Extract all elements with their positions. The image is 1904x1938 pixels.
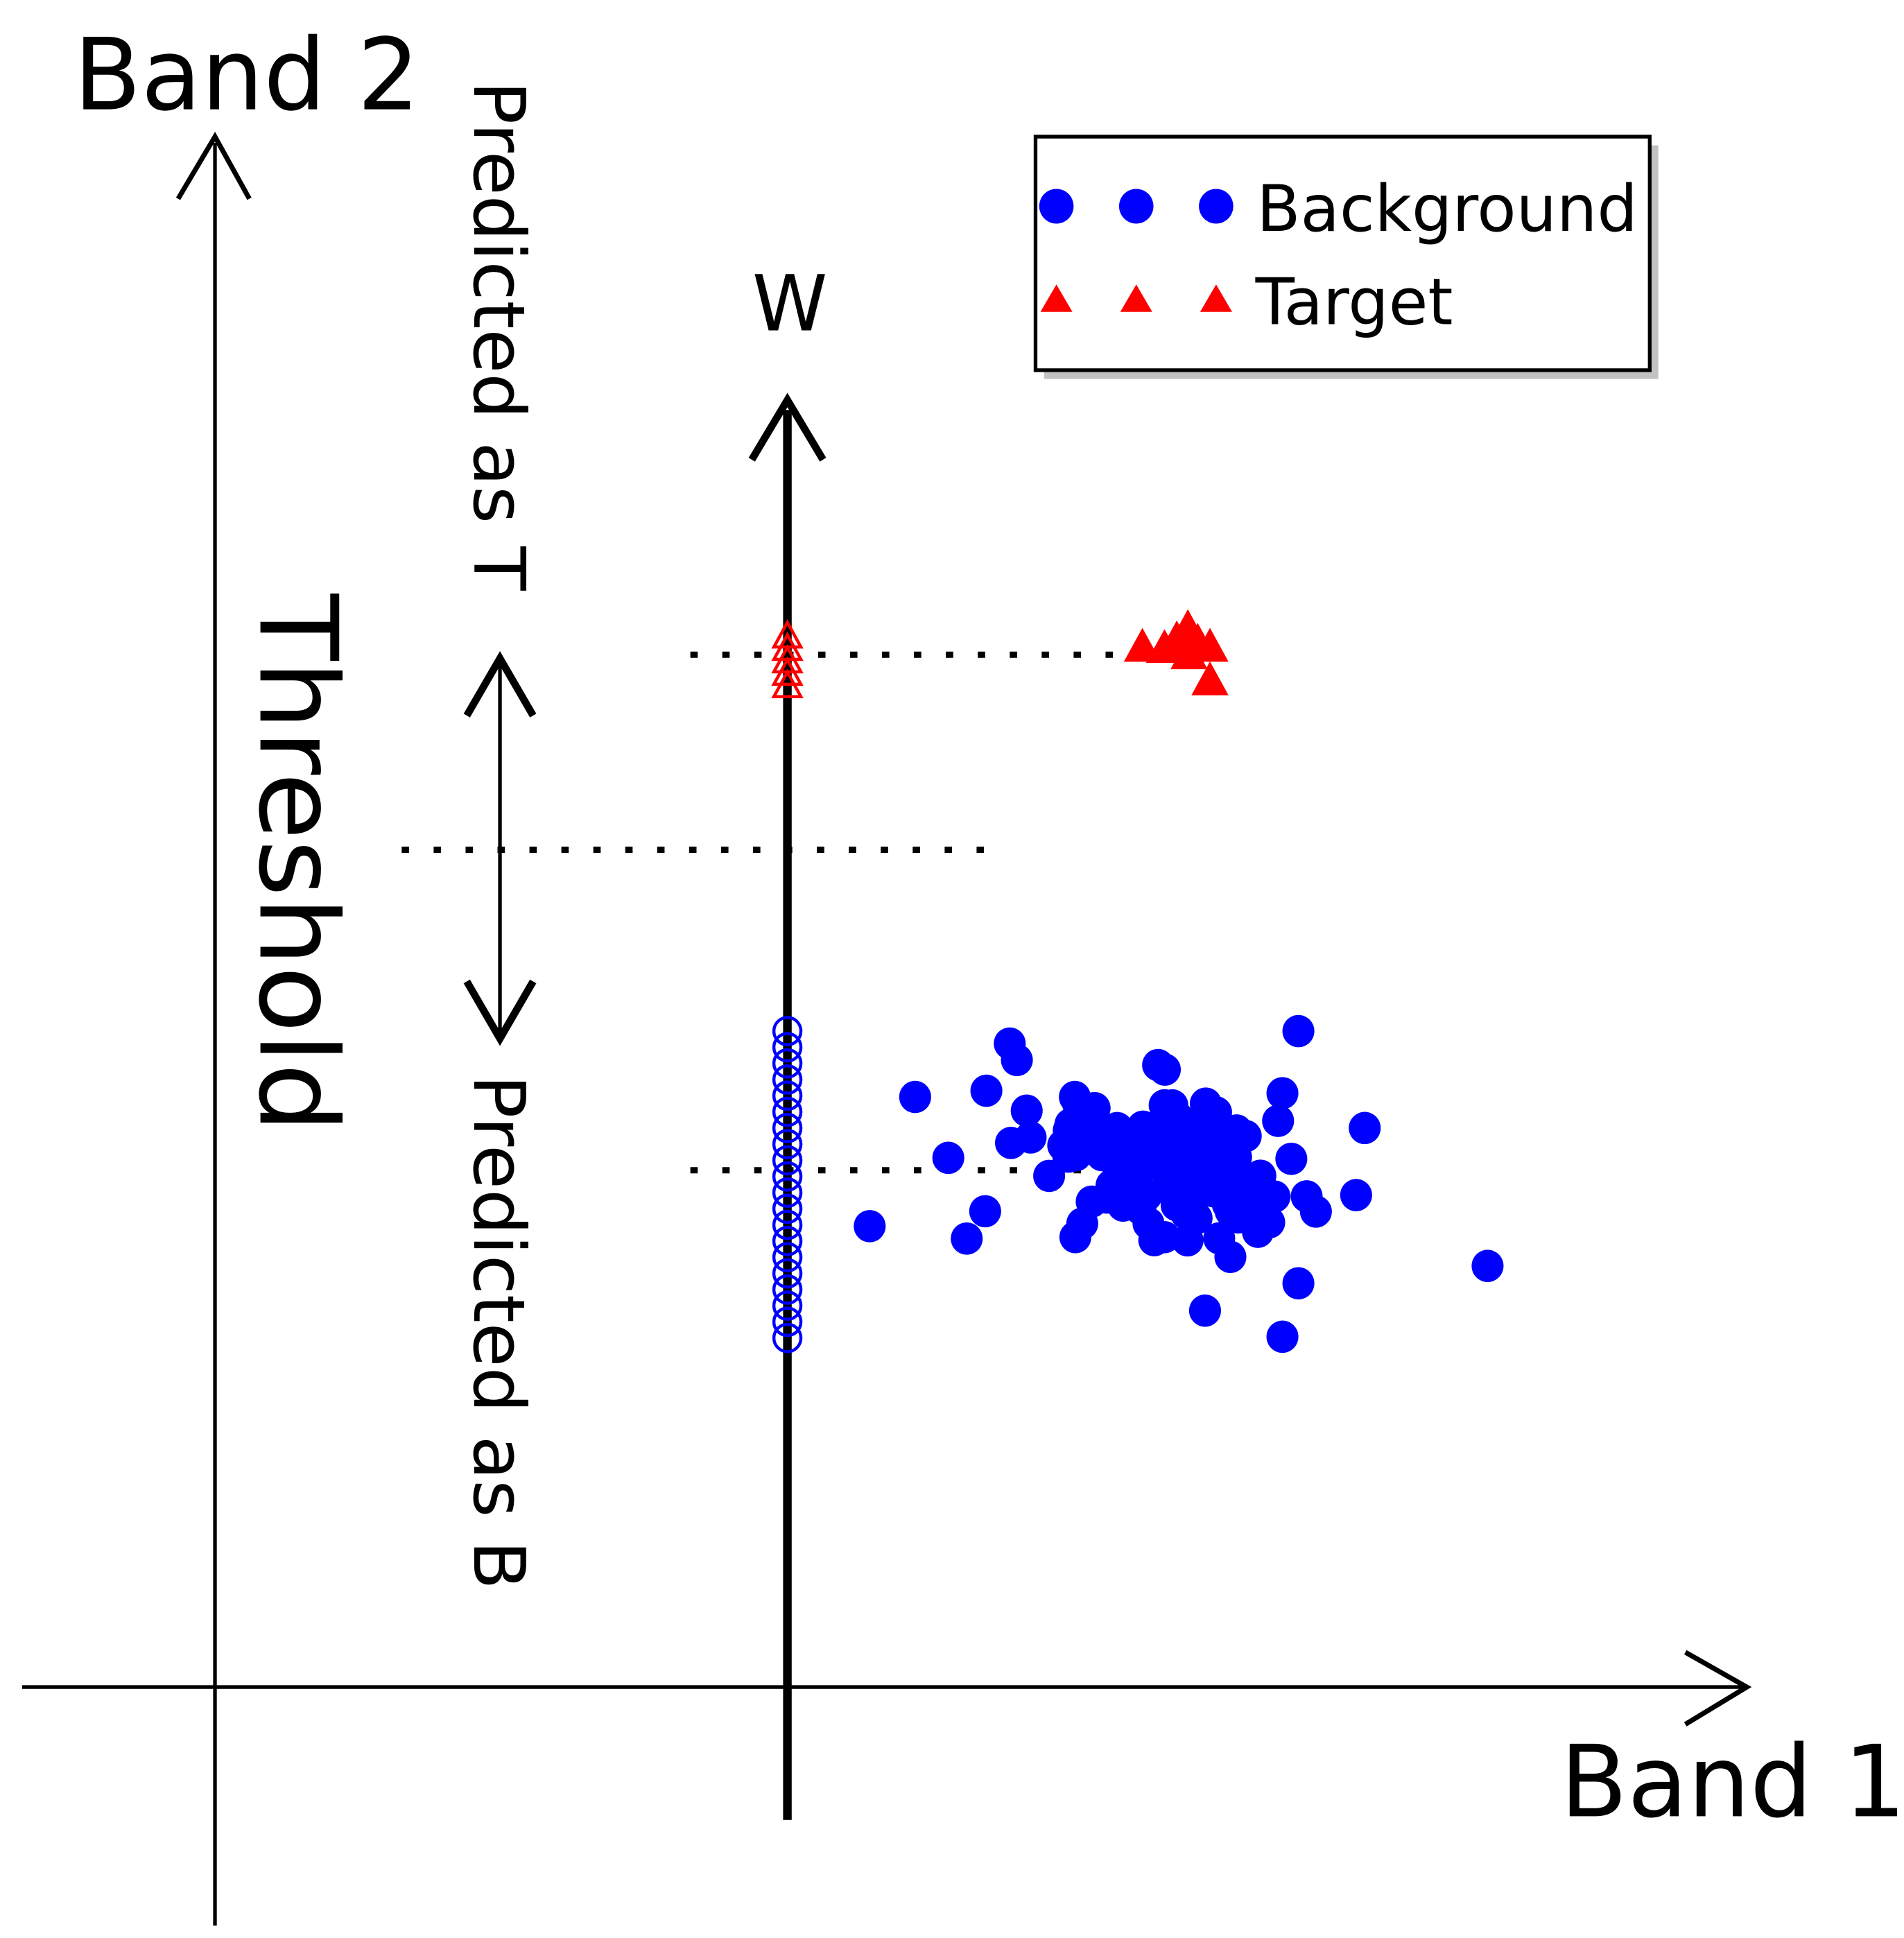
projected-background-point: [772, 1096, 803, 1127]
background-point: [1262, 1105, 1295, 1137]
background-point: [1299, 1195, 1332, 1228]
background-point: [1066, 1207, 1098, 1240]
x-axis-label: Band 1: [1560, 1724, 1904, 1840]
background-point: [1142, 1048, 1175, 1082]
background-point: [1010, 1094, 1043, 1127]
projected-background-point: [772, 1161, 803, 1192]
background-point: [1220, 1128, 1253, 1161]
projected-background-point: [772, 1290, 803, 1321]
background-point: [1116, 1145, 1148, 1178]
background-point: [1282, 1014, 1315, 1048]
predicted-t-label: Predicted as T: [457, 80, 539, 591]
arrowhead-down: [463, 979, 537, 1046]
legend-marker: [1039, 189, 1074, 224]
legend-marker: [1199, 189, 1234, 224]
target-point: [1123, 628, 1161, 662]
projected-background-point: [772, 1048, 803, 1079]
background-point: [1275, 1142, 1308, 1175]
background-point: [1138, 1224, 1170, 1256]
legend-marker: [1120, 284, 1152, 312]
background-point: [1190, 1169, 1222, 1202]
projected-background-point: [772, 1258, 803, 1289]
arrowhead-up: [463, 650, 537, 718]
background-point: [1077, 1109, 1109, 1143]
background-point: [1107, 1189, 1139, 1222]
background-point: [1253, 1206, 1286, 1239]
projected-background-point: [772, 1016, 803, 1047]
legend-label: Target: [1255, 264, 1453, 340]
legend-marker: [1118, 189, 1154, 224]
y-axis-label: Band 2: [73, 17, 419, 133]
background-point: [1340, 1179, 1372, 1211]
projected-background-point: [772, 1080, 803, 1111]
w-arrowhead: [748, 392, 826, 462]
x-arrowhead: [1684, 1650, 1752, 1727]
points: [771, 609, 1504, 1353]
y-arrowhead: [175, 131, 252, 200]
projected-background-point: [772, 1129, 803, 1160]
projected-target-point: [771, 656, 804, 686]
background-point: [1200, 1096, 1232, 1129]
target-point: [1170, 635, 1208, 670]
projected-background-point: [772, 1242, 803, 1273]
projected-background-point: [772, 1032, 803, 1063]
legend-label: Background: [1256, 171, 1637, 247]
projected-background-point: [772, 1209, 803, 1240]
legend-marker: [1200, 284, 1232, 312]
background-point: [1148, 1089, 1181, 1122]
background-point: [1471, 1249, 1504, 1282]
target-point: [1191, 628, 1229, 662]
background-point: [1188, 1294, 1221, 1327]
projected-target-point: [771, 668, 804, 699]
projected-background-point: [772, 1225, 803, 1256]
background-point: [1220, 1191, 1253, 1224]
background-point: [1266, 1320, 1299, 1353]
background-point: [1266, 1077, 1299, 1109]
projected-background-point: [772, 1177, 803, 1208]
background-point: [1086, 1139, 1118, 1172]
background-point: [899, 1080, 931, 1114]
target-point: [1191, 661, 1229, 695]
projected-background-point: [772, 1112, 803, 1143]
background-point: [969, 1195, 1001, 1228]
background-point: [1282, 1267, 1315, 1300]
background-point: [1052, 1140, 1084, 1173]
predicted-b-label: Predicted as B: [457, 1075, 539, 1590]
background-point: [854, 1210, 886, 1243]
background-point: [932, 1141, 964, 1175]
background-point: [1001, 1044, 1033, 1077]
projected-background-point: [772, 1145, 803, 1176]
background-point: [1014, 1121, 1047, 1154]
background-point: [1167, 1145, 1200, 1179]
projected-background-point: [772, 1064, 803, 1095]
background-point: [1349, 1111, 1381, 1145]
legend-box: [1033, 135, 1652, 372]
background-point: [1180, 1202, 1213, 1235]
legend-marker: [1040, 284, 1073, 312]
threshold-label: Threshold: [235, 593, 361, 1132]
background-point: [1203, 1222, 1236, 1255]
background-point: [951, 1222, 983, 1255]
projected-background-point: [772, 1322, 803, 1353]
background-point: [1244, 1159, 1276, 1192]
projected-background-point: [772, 1193, 803, 1225]
w-label: W: [752, 259, 828, 349]
background-point: [970, 1074, 1003, 1107]
background-point: [1215, 1159, 1247, 1191]
projected-background-point: [772, 1306, 803, 1338]
projected-background-point: [772, 1274, 803, 1305]
